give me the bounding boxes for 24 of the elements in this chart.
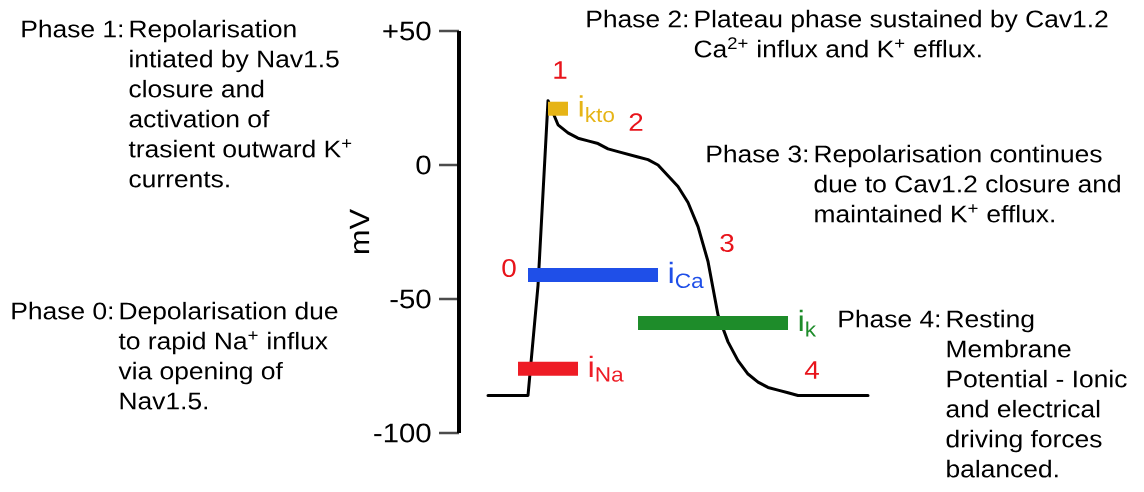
- text: Phase 0:: [12, 301, 113, 320]
- y-tick-label: +50: [383, 21, 431, 41]
- series-label: i$_{Ca}$: [669, 261, 704, 289]
- series-label: i$_{k}$: [799, 309, 817, 337]
- series-label: i$_{Na}$: [589, 355, 624, 382]
- annotation: Repolarisation continues due to Cav1.2 closure and maintained K$^{+}$ efflux.: [814, 144, 1120, 223]
- y-tick-label: 0: [416, 155, 431, 175]
- y-axis-title: mV: [349, 209, 370, 254]
- text: Repolarisation intiated by Nav1.5 closure and activation of trasient outward K$^{+}$ currents.: [128, 19, 352, 188]
- annotation: 2: [629, 113, 643, 131]
- text: Phase 2:: [587, 9, 688, 28]
- text: Resting Membrane Potential - Ionic and electrical driving forces balanced.: [946, 309, 1127, 478]
- annotation: 4: [804, 361, 819, 379]
- annotation: 0: [502, 259, 516, 277]
- annotation: Phase 4:: [839, 309, 940, 328]
- annotation: 3: [720, 234, 734, 252]
- text: Phase 1:: [22, 19, 123, 38]
- text: Depolarisation due to rapid Na$^{+}$ influx via opening of Nav1.5.: [118, 301, 338, 410]
- annotation: 1: [554, 61, 567, 79]
- annotation: Plateau phase sustained by Cav1.2 Ca$^{2+}$ influx and K$^{+}$ efflux.: [694, 9, 1108, 58]
- y-tick-label: -100: [374, 423, 431, 443]
- annotation: Phase 3:: [707, 144, 808, 163]
- y-tick-label: -50: [390, 289, 431, 309]
- series-label: i$_{kto}$: [579, 95, 614, 123]
